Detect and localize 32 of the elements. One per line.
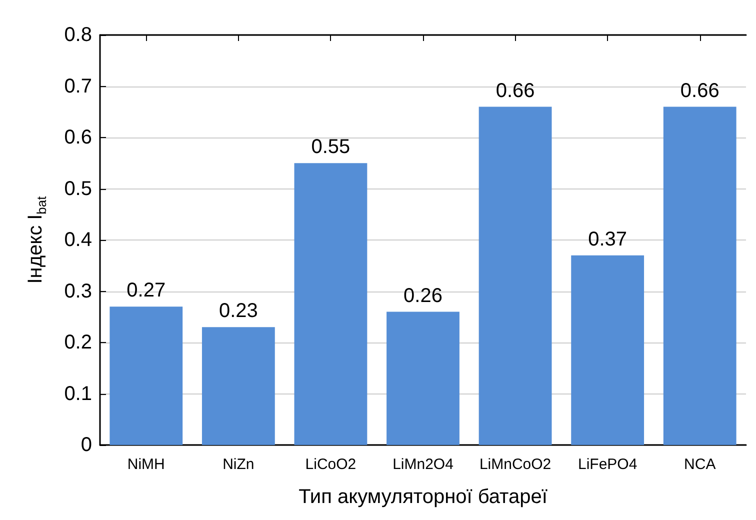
bar: [478, 106, 552, 445]
y-tick-label: 0.2: [64, 332, 92, 354]
x-tick-label: LiMnCoO2: [479, 456, 552, 473]
y-tick-label: 0.6: [64, 126, 92, 148]
y-tick-label: 0.3: [64, 280, 92, 302]
x-tick-label: NiZn: [222, 456, 254, 473]
x-tick-label: LiFePO4: [578, 456, 638, 473]
x-tick-label: LiCoO2: [305, 456, 356, 473]
bar: [386, 312, 460, 445]
y-tick-label: 0.7: [64, 75, 92, 98]
y-tick-label: 0.8: [64, 24, 92, 46]
bar: [202, 327, 275, 445]
data-label: 0.66: [496, 80, 535, 102]
y-tick-label: 0.5: [64, 178, 92, 200]
data-label: 0.26: [404, 284, 442, 307]
data-label: 0.23: [218, 300, 258, 322]
data-label: 0.37: [588, 228, 628, 250]
data-label: 0.55: [311, 136, 350, 158]
y-tick-label: 0: [80, 434, 92, 456]
y-tick-label: 0.4: [64, 229, 92, 251]
x-tick-label: NCA: [684, 456, 716, 473]
bar: [110, 306, 183, 445]
bar: [294, 163, 368, 445]
bar: [571, 255, 644, 445]
bar: [663, 106, 736, 445]
x-tick-label: NiMH: [127, 456, 165, 473]
x-axis-title: Тип акумуляторної батареї: [298, 486, 548, 508]
x-tick-label: LiMn2O4: [392, 456, 454, 473]
y-tick-label: 0.1: [64, 382, 92, 405]
y-axis-title: Індекс Ibat: [24, 196, 49, 284]
data-label: 0.66: [680, 80, 720, 102]
data-label: 0.27: [126, 280, 166, 302]
